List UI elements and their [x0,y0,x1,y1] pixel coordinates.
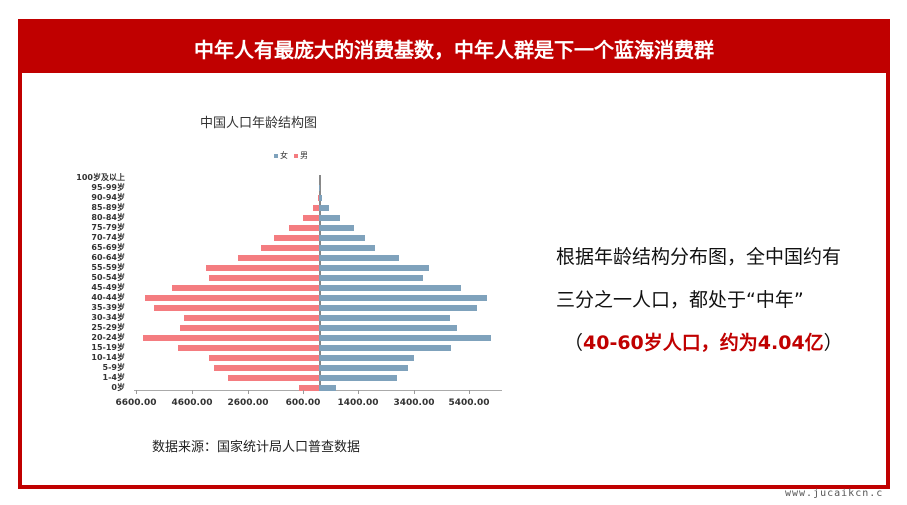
bar-female [319,235,365,242]
x-tick [358,390,359,394]
x-tick-label: 600.00 [285,398,321,408]
age-group-label: 65-69岁 [91,243,125,253]
description-text: 根据年龄结构分布图，全中国约有 三分之一人口，都处于“中年” （40-60岁人口… [556,236,843,365]
legend-item-male: 男 [294,150,308,161]
data-source-note: 数据来源：国家统计局人口普查数据 [152,440,361,455]
bar-female [319,355,415,362]
age-group-label: 55-59岁 [91,263,125,273]
bar-male [237,255,319,262]
bar-male [145,295,319,302]
age-group-label: 45-49岁 [91,283,125,293]
x-tick-label: 1400.00 [337,398,379,408]
bar-female [319,365,409,372]
bar-male [274,235,319,242]
x-tick [136,390,137,394]
bar-male [143,335,319,342]
bar-male [171,285,319,292]
description-line-2: 三分之一人口，都处于“中年” [556,289,804,311]
age-group-label: 70-74岁 [91,233,125,243]
bar-male [227,375,319,382]
bar-male [154,305,319,312]
bar-female [319,225,354,232]
bar-female [319,335,491,342]
bar-female [319,275,424,282]
watermark: www.jucaikcn.c [785,488,884,499]
bar-male [180,325,319,332]
bar-male [317,195,319,202]
bar-male [208,355,319,362]
bar-female [319,265,430,272]
bar-male [312,205,319,212]
chart-title: 中国人口年龄结构图 [200,116,318,131]
age-group-label: 15-19岁 [91,343,125,353]
age-group-label: 1-4岁 [102,373,125,383]
age-group-label: 50-54岁 [91,273,125,283]
age-group-label: 25-29岁 [91,323,125,333]
bar-male [183,315,319,322]
bar-female [319,185,320,192]
x-tick [414,390,415,394]
age-group-label: 95-99岁 [91,183,125,193]
age-group-label: 0岁 [111,383,125,393]
x-tick-label: 5400.00 [448,398,490,408]
age-group-label: 60-64岁 [91,253,125,263]
bar-male [213,365,319,372]
age-group-label: 85-89岁 [91,203,125,213]
x-tick [248,390,249,394]
highlight-stat: 40-60岁人口，约为4.04亿 [583,332,824,354]
bar-female [319,245,375,252]
bar-female [319,325,457,332]
age-group-label: 20-24岁 [91,333,125,343]
age-group-label: 90-94岁 [91,193,125,203]
x-tick [469,390,470,394]
x-tick [303,390,304,394]
age-group-label: 40-44岁 [91,293,125,303]
bar-female [319,375,397,382]
description-line-3: （40-60岁人口，约为4.04亿） [564,332,843,354]
bar-male [289,225,319,232]
bar-female [319,195,322,202]
age-group-label: 35-39岁 [91,303,125,313]
x-tick-label: 6600.00 [115,398,157,408]
x-tick-label: 2600.00 [227,398,269,408]
bar-female [319,205,329,212]
center-axis-line [319,175,321,390]
bar-female [319,215,340,222]
legend-item-female: 女 [274,150,288,161]
age-group-label: 10-14岁 [91,353,125,363]
slide-title: 中年人有最庞大的消费基数，中年人群是下一个蓝海消费群 [22,23,886,73]
age-group-label: 100岁及以上 [76,173,125,182]
bar-male [208,275,319,282]
bar-female [319,345,452,352]
bar-female [319,285,462,292]
bar-female [319,255,399,262]
legend-swatch-female [274,153,278,158]
x-tick [192,390,193,394]
bar-male [299,385,319,392]
bar-male [261,245,319,252]
age-group-label: 80-84岁 [91,213,125,223]
bar-male [205,265,319,272]
bar-female [319,385,336,392]
chart-legend: 女 男 [274,150,308,161]
x-tick-label: 3400.00 [393,398,435,408]
slide-frame: 中年人有最庞大的消费基数，中年人群是下一个蓝海消费群 [18,19,890,489]
description-line-1: 根据年龄结构分布图，全中国约有 [556,246,842,268]
bar-male [178,345,319,352]
legend-swatch-male [294,153,298,158]
bar-male [303,215,319,222]
x-tick-label: 4600.00 [171,398,213,408]
bar-female [319,295,487,302]
bar-female [319,315,450,322]
bar-female [319,305,477,312]
age-group-label: 75-79岁 [91,223,125,233]
age-group-label: 30-34岁 [91,313,125,323]
age-group-label: 5-9岁 [102,363,125,373]
